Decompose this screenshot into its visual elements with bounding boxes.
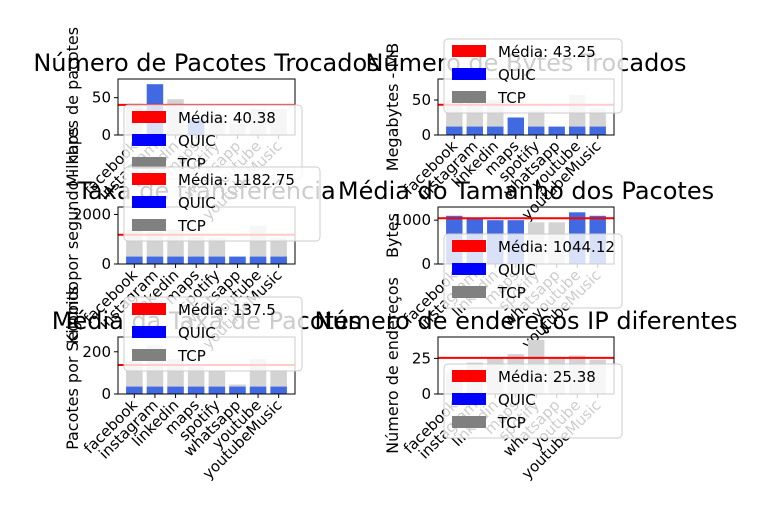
legend-label: QUIC (498, 261, 536, 279)
bar-quic-whatsapp (229, 386, 246, 394)
y-tick-label: 1000 (393, 211, 431, 229)
y-tick-label: 0 (421, 126, 431, 144)
legend-swatch-quic (452, 68, 486, 80)
bar-quic-instagram (146, 256, 164, 264)
bar-quic-linkedin (487, 126, 504, 135)
legend-swatch-quic (132, 326, 166, 338)
y-tick-label: 0 (421, 255, 431, 273)
bar-quic-facebook (126, 256, 143, 264)
legend-label: QUIC (178, 194, 216, 212)
legend-label: Média: 25.38 (498, 368, 596, 386)
y-tick-label: 2000 (73, 205, 111, 223)
legend-swatch-quic (452, 263, 486, 275)
bar-quic-youtube (249, 386, 267, 394)
bar-quic-youtubeMusic (270, 256, 287, 264)
chart-title: Número de endereços IP diferentes (315, 307, 738, 335)
legend-label: Média: 1044.12 (498, 238, 615, 256)
bar-quic-whatsapp (548, 126, 565, 135)
chart-title: Número de Pacotes Trocados (33, 49, 379, 77)
bar-quic-maps (187, 386, 205, 394)
legend-swatch-mean (132, 111, 166, 123)
y-tick-label: 25 (412, 349, 431, 367)
legend: Média: 25.38 QUIC TCP (443, 363, 623, 439)
legend-label: QUIC (498, 66, 536, 84)
legend: Média: 1044.12 QUIC TCP (443, 233, 623, 309)
legend-swatch-quic (132, 196, 166, 208)
y-axis-label: Número de endereços (383, 277, 402, 454)
y-axis-label: Megabytes - MB (383, 43, 402, 171)
bar-quic-linkedin (167, 256, 184, 264)
bar-quic-spotify (208, 256, 226, 264)
legend-swatch-tcp (452, 286, 486, 298)
y-tick-label: 0 (101, 385, 111, 403)
bar-quic-maps (507, 117, 524, 135)
bar-quic-youtubeMusic (589, 126, 606, 135)
legend-label: TCP (497, 414, 526, 432)
y-tick-label: 0 (101, 255, 111, 273)
legend-swatch-mean (452, 240, 486, 252)
legend-swatch-quic (132, 134, 166, 146)
legend-label: Média: 1182.75 (178, 171, 295, 189)
legend-label: Média: 43.25 (498, 43, 596, 61)
legend-swatch-tcp (452, 416, 486, 428)
legend-label: QUIC (498, 391, 536, 409)
bar-quic-instagram (146, 386, 164, 394)
bar-quic-youtube (249, 256, 267, 264)
bar-quic-facebook (446, 126, 463, 135)
bar-quic-linkedin (167, 386, 184, 394)
bar-quic-whatsapp (229, 256, 246, 264)
legend-swatch-tcp (132, 219, 166, 231)
y-tick-label: 200 (82, 343, 111, 361)
legend-swatch-tcp (452, 91, 486, 103)
y-tick-label: 0 (101, 126, 111, 144)
legend-label: QUIC (178, 324, 216, 342)
y-axis-label: Pacotes por Segundo (63, 281, 82, 450)
y-axis-label: Bytes (383, 213, 402, 258)
y-axis-label: Milhares de pacotes (63, 27, 82, 187)
chart-title: Média do Tamanho dos Pacotes (338, 177, 714, 205)
legend-label: QUIC (178, 132, 216, 150)
legend: Média: 137.5 QUIC TCP (123, 296, 303, 372)
legend-swatch-mean (132, 303, 166, 315)
bar-quic-spotify (208, 386, 226, 394)
y-tick-label: 0 (421, 385, 431, 403)
y-tick-label: 50 (92, 89, 111, 107)
legend-label: Média: 40.38 (178, 109, 276, 127)
bar-quic-facebook (126, 386, 143, 394)
legend-label: TCP (497, 284, 526, 302)
legend-label: Média: 137.5 (178, 301, 276, 319)
legend-label: TCP (497, 89, 526, 107)
legend-swatch-mean (452, 45, 486, 57)
legend-swatch-mean (452, 370, 486, 382)
bar-quic-youtube (569, 126, 586, 135)
y-axis-label: Kilobits por segundo - kbps (63, 127, 82, 345)
bar-quic-youtubeMusic (270, 386, 287, 394)
legend-label: TCP (177, 217, 206, 235)
legend: Média: 43.25 QUIC TCP (443, 38, 623, 114)
legend-swatch-quic (452, 393, 486, 405)
bar-quic-maps (187, 256, 205, 264)
legend-label: TCP (177, 347, 206, 365)
legend-swatch-mean (132, 173, 166, 185)
legend-swatch-tcp (132, 157, 166, 169)
legend-swatch-tcp (132, 349, 166, 361)
bar-quic-spotify (528, 126, 545, 135)
y-tick-label: 50 (412, 91, 431, 109)
legend: Média: 1182.75 QUIC TCP (123, 166, 321, 242)
bar-quic-instagram (466, 126, 483, 135)
